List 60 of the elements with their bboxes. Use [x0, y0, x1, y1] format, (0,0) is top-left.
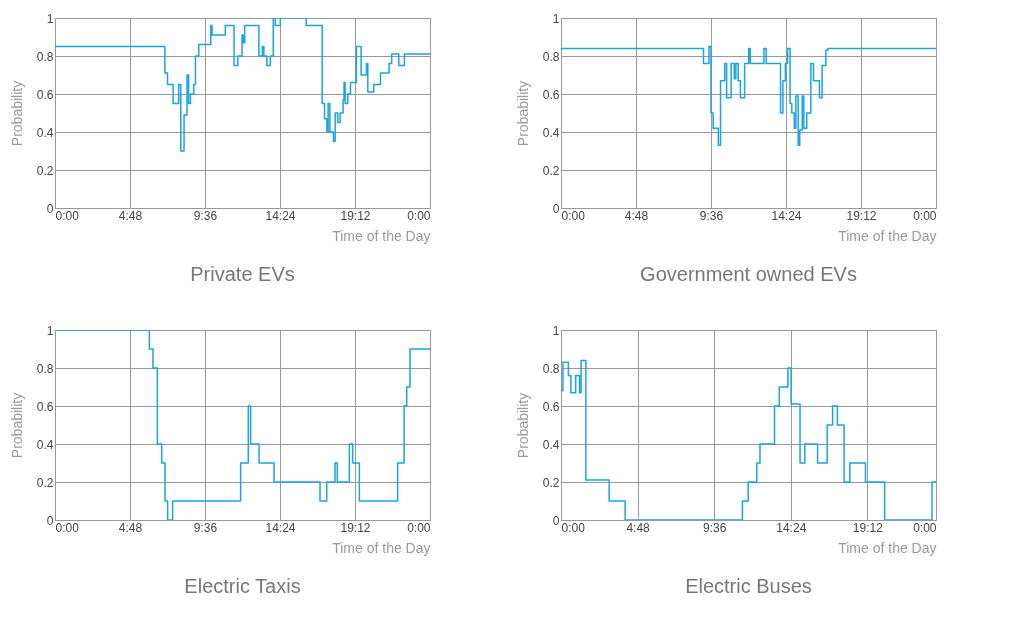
y-tick-label: 0.6 [542, 87, 560, 102]
x-tick-label: 14:24 [776, 520, 807, 535]
x-tick-label: 0:00 [913, 208, 937, 223]
y-tick-label: 1 [552, 323, 560, 338]
y-tick-label: 0.8 [542, 361, 560, 376]
x-tick-label: 14:24 [265, 208, 296, 223]
y-tick-label: 1 [552, 11, 560, 26]
y-tick-label: 0 [552, 201, 560, 216]
text: Electric Taxis [184, 575, 301, 597]
x-tick-label: 9:36 [193, 520, 218, 535]
y-axis-title: Probability [514, 80, 531, 147]
y-axis-title: Probability [8, 392, 25, 459]
x-tick-label: 0:00 [407, 208, 431, 223]
x-tick-label: 0:00 [407, 520, 431, 535]
y-tick-label: 0.6 [36, 87, 54, 102]
y-axis-title: Probability [8, 80, 25, 147]
x-tick-label: 4:48 [626, 520, 651, 535]
x-tick-label: 0:00 [55, 208, 80, 223]
x-tick-label: 19:12 [340, 208, 371, 223]
x-tick-label: 9:36 [703, 520, 727, 535]
y-tick-label: 0 [46, 201, 54, 216]
x-tick-label: 14:24 [771, 208, 802, 223]
y-tick-label: 0.2 [542, 163, 560, 178]
x-tick-label: 0:00 [561, 520, 586, 535]
y-tick-label: 0.4 [542, 437, 560, 452]
x-axis-title: Time of the Day [838, 227, 937, 244]
y-tick-label: 0.2 [36, 475, 54, 490]
y-tick-label: 0.8 [36, 361, 54, 376]
y-tick-label: 0.2 [542, 475, 560, 490]
y-tick-label: 0.6 [36, 399, 54, 414]
y-tick-label: 1 [46, 323, 54, 338]
y-tick-label: 0.8 [36, 49, 54, 64]
text: Private EVs [190, 263, 295, 285]
y-tick-label: 0.4 [36, 437, 54, 452]
x-tick-label: 4:48 [624, 208, 649, 223]
x-tick-label: 19:12 [852, 520, 884, 535]
y-tick-label: 0.8 [542, 49, 560, 64]
y-tick-label: 0.2 [36, 163, 54, 178]
x-axis-title: Time of the Day [838, 539, 937, 556]
x-tick-label: 0:00 [913, 520, 937, 535]
y-tick-label: 0 [46, 513, 54, 528]
x-tick-label: 4:48 [118, 520, 143, 535]
y-axis-title: Probability [514, 392, 531, 459]
text: Electric Buses [685, 575, 812, 597]
y-tick-label: 0.4 [542, 125, 560, 140]
x-tick-label: 0:00 [55, 520, 80, 535]
x-tick-label: 4:48 [118, 208, 143, 223]
y-tick-label: 0 [552, 513, 560, 528]
x-axis-title: Time of the Day [332, 539, 431, 556]
x-tick-label: 9:36 [193, 208, 218, 223]
text: Government owned EVs [640, 263, 857, 285]
y-tick-label: 0.4 [36, 125, 54, 140]
x-tick-label: 9:36 [699, 208, 724, 223]
y-tick-label: 1 [46, 11, 54, 26]
x-tick-label: 0:00 [561, 208, 586, 223]
x-tick-label: 14:24 [265, 520, 296, 535]
x-axis-title: Time of the Day [332, 227, 431, 244]
y-tick-label: 0.6 [542, 399, 560, 414]
x-tick-label: 19:12 [340, 520, 371, 535]
x-tick-label: 19:12 [846, 208, 877, 223]
